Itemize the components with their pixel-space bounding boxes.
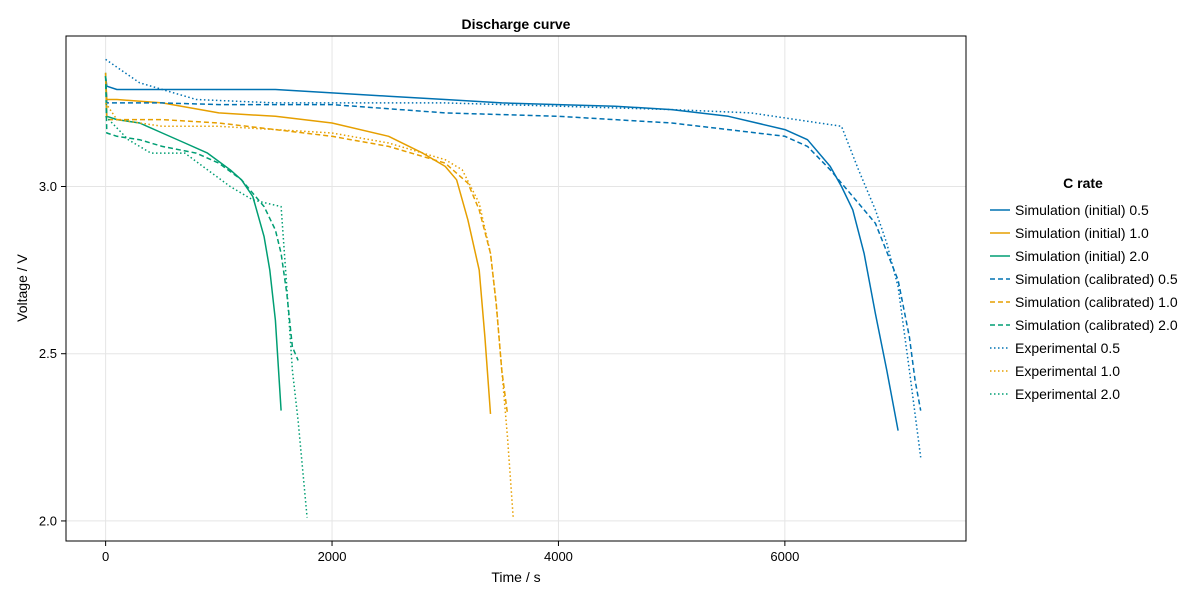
plot-frame — [65, 35, 967, 542]
legend-entry-label: Simulation (calibrated) 0.5 — [1015, 271, 1178, 287]
series-line-9 — [105, 115, 308, 518]
series-line-8 — [104, 102, 514, 518]
x-tick-label: 6000 — [770, 549, 799, 564]
y-axis-label: Voltage / V — [14, 253, 30, 321]
y-tick-label: 2.5 — [39, 346, 57, 361]
y-tick-label: 3.0 — [39, 179, 57, 194]
series-line-1 — [104, 76, 899, 431]
axis-ticks: 0 2000 4000 6000 2.0 2.5 3.0 — [39, 179, 799, 564]
series-line-4 — [104, 76, 922, 411]
legend-entry-label: Experimental 0.5 — [1015, 340, 1120, 356]
legend-entry-label: Simulation (calibrated) 2.0 — [1015, 317, 1178, 333]
x-tick-label: 4000 — [544, 549, 573, 564]
legend-entry-label: Simulation (initial) 0.5 — [1015, 202, 1149, 218]
x-tick-label: 0 — [102, 549, 109, 564]
legend: C rate Simulation (initial) 0.5 Simulatio… — [990, 175, 1178, 402]
series-line-3 — [104, 72, 282, 411]
x-tick-label: 2000 — [318, 549, 347, 564]
legend-entry-label: Simulation (initial) 1.0 — [1015, 225, 1149, 241]
grid — [66, 36, 966, 541]
legend-entry-label: Experimental 2.0 — [1015, 386, 1120, 402]
y-tick-label: 2.0 — [39, 513, 57, 528]
legend-entry-label: Experimental 1.0 — [1015, 363, 1120, 379]
x-axis-label: Time / s — [491, 569, 540, 585]
series-lines — [104, 58, 922, 518]
series-line-2 — [104, 76, 492, 414]
series-line-5 — [104, 72, 509, 414]
legend-entry-label: Simulation (calibrated) 1.0 — [1015, 294, 1178, 310]
legend-title: C rate — [1063, 175, 1103, 191]
legend-entry-label: Simulation (initial) 2.0 — [1015, 248, 1149, 264]
series-line-6 — [104, 76, 299, 361]
series-line-7 — [105, 58, 922, 458]
chart-title: Discharge curve — [462, 16, 571, 32]
